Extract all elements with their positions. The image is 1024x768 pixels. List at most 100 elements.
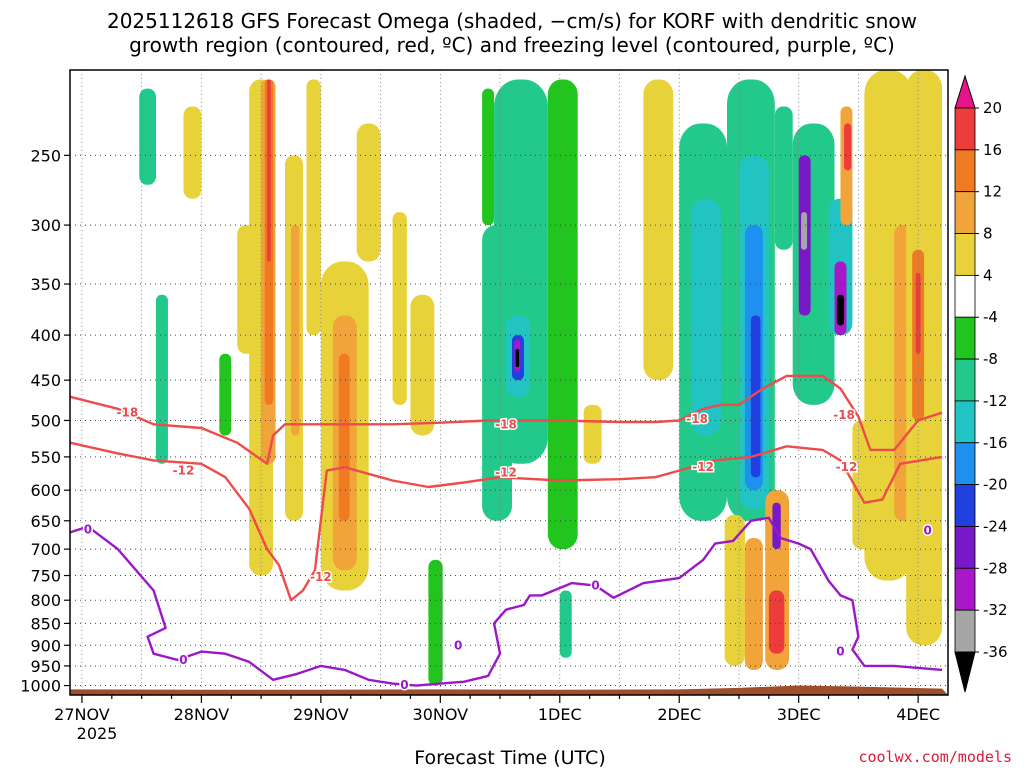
terrain-ground <box>70 685 948 695</box>
x-tick-label: 3DEC <box>777 705 821 724</box>
colorbar-tick-label: -28 <box>983 559 1008 577</box>
colorbar-band <box>954 107 976 151</box>
y-tick-label: 700 <box>30 540 61 559</box>
y-tick-label: 650 <box>30 512 61 531</box>
omega-cell <box>559 590 572 658</box>
x-tick-label: 28NOV <box>174 705 230 724</box>
omega-cell <box>515 349 520 368</box>
freezing-level-label: 0 <box>836 645 844 659</box>
y-tick-label: 550 <box>30 448 61 467</box>
omega-cell <box>356 123 381 262</box>
omega-cell <box>306 79 321 336</box>
dgz-minus-12-label: -12 <box>310 570 332 584</box>
y-axis: 250 300 350 400 450 500 550 600 650 700 750 800 850 9… <box>20 146 70 696</box>
y-tick-label: 750 <box>30 567 61 586</box>
x-tick-label: 2DEC <box>657 705 701 724</box>
colorbar-tick-label: -20 <box>983 476 1008 494</box>
colorbar-band <box>954 567 976 611</box>
y-tick-label: 800 <box>30 591 61 610</box>
freezing-level-label: 0 <box>591 579 599 593</box>
omega-cell <box>772 502 781 550</box>
omega-cell <box>267 79 271 262</box>
colorbar-tick-label: -16 <box>983 434 1008 452</box>
terrain-layer <box>70 685 948 695</box>
contour-layer: -18 -18 -18 -18 -12 -12 -12 -12 -12 0 0 0 0 0 0 0 <box>70 374 943 693</box>
gridlines <box>70 70 948 695</box>
omega-cell <box>156 294 168 464</box>
plot-area: -18 -18 -18 -18 -12 -12 -12 -12 -12 0 0 0 0 0 0 0 <box>69 69 949 696</box>
dgz-minus-12-label: -12 <box>692 460 714 474</box>
colorbar-band <box>954 316 976 360</box>
x-tick-label: 29NOV <box>293 705 349 724</box>
chart-title-line-2: growth region (contoured, red, ºC) and f… <box>129 33 895 57</box>
x-axis-year-label: 2025 <box>77 724 118 743</box>
omega-cell <box>750 315 761 478</box>
omega-cell <box>392 212 407 405</box>
omega-cell <box>774 106 793 250</box>
omega-cell <box>915 272 921 354</box>
omega-cell <box>744 538 763 670</box>
y-tick-label: 850 <box>30 614 61 633</box>
x-tick-label: 1DEC <box>538 705 582 724</box>
omega-cell <box>338 353 350 521</box>
colorbar-tick-label: 16 <box>983 141 1002 159</box>
omega-cell <box>768 590 785 654</box>
y-tick-label: 300 <box>30 216 61 235</box>
omega-cell <box>801 212 808 250</box>
freezing-level-label: 0 <box>179 653 187 667</box>
x-axis: 27NOV 28NOV 29NOV 30NOV 1DEC 2DEC 3DEC 4DEC <box>54 695 940 724</box>
x-tick-label: 4DEC <box>896 705 940 724</box>
omega-cell <box>482 88 495 226</box>
source-credit[interactable]: coolwx.com/models <box>858 748 1012 766</box>
freezing-level-label: 0 <box>924 524 932 538</box>
y-tick-label: 1000 <box>20 677 61 696</box>
colorbar-band <box>954 609 976 653</box>
omega-cell <box>219 353 232 436</box>
omega-cell <box>691 198 722 436</box>
colorbar-band <box>954 191 976 234</box>
colorbar-band <box>954 400 976 444</box>
colorbar-band <box>954 526 976 569</box>
y-tick-label: 500 <box>30 411 61 430</box>
y-tick-label: 450 <box>30 371 61 390</box>
plot-frame <box>69 69 949 696</box>
omega-cell <box>643 79 674 381</box>
colorbar-band <box>954 484 976 527</box>
colorbar-top-arrow <box>954 74 976 109</box>
x-tick-label: 30NOV <box>413 705 469 724</box>
dgz-minus-18-label: -18 <box>495 417 517 431</box>
y-tick-label: 400 <box>30 326 61 345</box>
colorbar: 20 16 12 8 4 -4 -8 -12 -16 -20 -24 -28 -32 -36 <box>954 74 1008 693</box>
colorbar-tick-label: -32 <box>983 601 1008 619</box>
dgz-minus-12-label: -12 <box>173 464 195 478</box>
colorbar-band <box>954 149 976 193</box>
dgz-minus-18-contour <box>70 374 943 465</box>
omega-cell <box>906 70 943 646</box>
omega-cell <box>494 79 548 464</box>
dgz-minus-18-label: -18 <box>833 408 855 422</box>
omega-cell <box>836 294 845 326</box>
colorbar-bottom-arrow <box>954 651 976 693</box>
colorbar-tick-label: -36 <box>983 643 1008 661</box>
freezing-level-label: 0 <box>84 523 92 537</box>
colorbar-tick-label: -12 <box>983 392 1008 410</box>
freezing-level-contour <box>70 516 943 687</box>
y-tick-label: 350 <box>30 275 61 294</box>
dgz-minus-12-label: -12 <box>836 460 858 474</box>
colorbar-tick-label: 12 <box>983 183 1002 201</box>
omega-cell <box>844 123 852 171</box>
colorbar-tick-label: -4 <box>983 308 998 326</box>
dgz-minus-18-label: -18 <box>686 412 708 426</box>
omega-cell <box>410 294 435 436</box>
colorbar-tick-label: -24 <box>983 517 1008 535</box>
freezing-level-label: 0 <box>454 638 462 652</box>
omega-cell <box>139 88 157 185</box>
colorbar-band <box>954 274 976 318</box>
colorbar-tick-label: 8 <box>983 225 993 243</box>
colorbar-tick-label: -8 <box>983 350 998 368</box>
dgz-minus-12-label: -12 <box>495 466 517 480</box>
x-tick-label: 27NOV <box>54 705 110 724</box>
omega-cell <box>183 106 202 199</box>
omega-cell <box>724 514 745 666</box>
omega-cell <box>290 225 300 436</box>
